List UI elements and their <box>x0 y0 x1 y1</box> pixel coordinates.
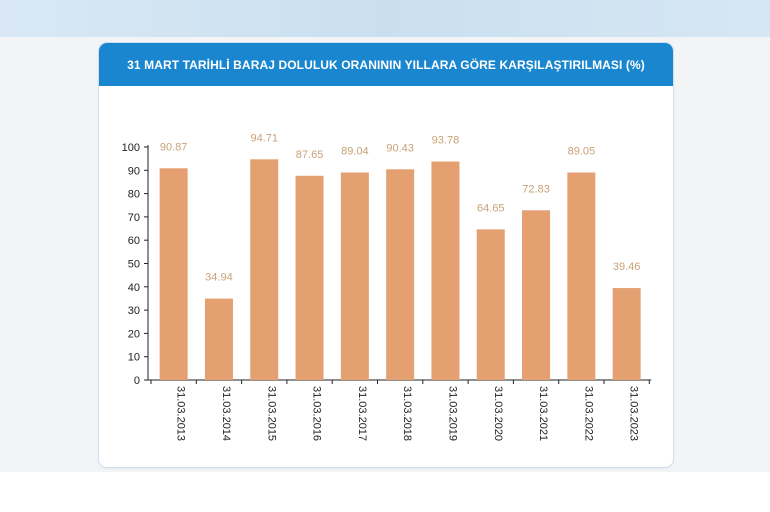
top-banner-strip <box>0 0 770 37</box>
bar <box>567 172 596 380</box>
chart-header: 31 MART TARİHLİ BARAJ DOLULUK ORANININ Y… <box>99 43 673 86</box>
bar <box>295 175 324 380</box>
y-tick-label: 30 <box>128 305 140 317</box>
bar <box>159 168 188 380</box>
data-label: 90.43 <box>386 142 414 154</box>
data-label: 72.83 <box>522 183 550 195</box>
y-tick-label: 70 <box>128 212 140 224</box>
data-label: 90.87 <box>160 141 188 153</box>
x-tick-label: 31.03.2021 <box>537 386 549 441</box>
data-label: 89.04 <box>341 146 369 158</box>
bar <box>204 298 233 380</box>
bar <box>522 210 551 380</box>
y-tick-label: 100 <box>122 142 140 154</box>
bar <box>431 161 460 380</box>
data-label: 89.05 <box>568 146 596 158</box>
data-label: 64.65 <box>477 202 505 214</box>
data-label: 87.65 <box>296 149 324 161</box>
chart-card: 31 MART TARİHLİ BARAJ DOLULUK ORANININ Y… <box>99 43 673 467</box>
x-tick-label: 31.03.2018 <box>401 386 413 441</box>
x-tick-label: 31.03.2020 <box>492 386 504 441</box>
bar-chart: 0 10 20 30 40 50 60 70 80 90 100 90.87 31.03.2013 34.… <box>122 132 652 441</box>
bar <box>612 288 641 380</box>
x-tick-label: 31.03.2015 <box>265 386 277 441</box>
x-tick-label: 31.03.2013 <box>175 386 187 441</box>
bar <box>250 159 279 380</box>
bottom-strip <box>0 472 770 512</box>
y-tick-label: 10 <box>128 352 140 364</box>
y-tick-label: 50 <box>128 259 140 271</box>
y-tick-label: 60 <box>128 235 140 247</box>
x-tick-label: 31.03.2016 <box>311 386 323 441</box>
bar <box>476 229 505 380</box>
data-label: 94.71 <box>250 132 278 144</box>
bar <box>386 169 415 380</box>
x-tick-label: 31.03.2023 <box>628 386 640 441</box>
x-tick-label: 31.03.2017 <box>356 386 368 441</box>
x-tick-label: 31.03.2014 <box>220 386 232 441</box>
x-tick-label: 31.03.2019 <box>446 386 458 441</box>
chart-title: 31 MART TARİHLİ BARAJ DOLULUK ORANININ Y… <box>127 57 645 72</box>
y-tick-label: 40 <box>128 282 140 294</box>
y-tick-label: 0 <box>134 375 140 387</box>
bar <box>340 172 369 380</box>
data-label: 34.94 <box>205 272 233 284</box>
data-label: 39.46 <box>613 261 641 273</box>
y-tick-label: 20 <box>128 328 140 340</box>
data-label: 93.78 <box>432 134 460 146</box>
y-tick-label: 90 <box>128 165 140 177</box>
x-tick-label: 31.03.2022 <box>582 386 594 441</box>
y-tick-label: 80 <box>128 189 140 201</box>
